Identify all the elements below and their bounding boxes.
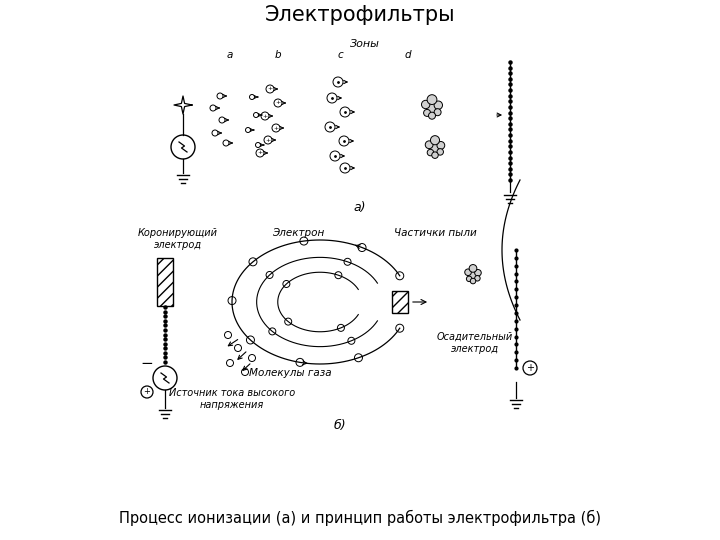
Text: Осадительный
электрод: Осадительный электрод xyxy=(437,332,513,354)
Circle shape xyxy=(474,275,480,281)
Text: Частички пыли: Частички пыли xyxy=(394,228,477,238)
Text: +: + xyxy=(267,86,273,91)
Text: +: + xyxy=(262,113,268,118)
Text: Электрон: Электрон xyxy=(272,228,324,238)
Text: +: + xyxy=(257,151,263,156)
Circle shape xyxy=(474,269,481,276)
Circle shape xyxy=(467,276,472,281)
Text: Электрофильтры: Электрофильтры xyxy=(265,5,455,25)
Circle shape xyxy=(426,103,438,113)
Text: Процесс ионизации (а) и принцип работы электрофильтра (б): Процесс ионизации (а) и принцип работы э… xyxy=(119,510,601,526)
Text: +: + xyxy=(526,363,534,373)
Circle shape xyxy=(434,109,441,116)
Text: −: − xyxy=(140,356,153,372)
Circle shape xyxy=(428,112,436,119)
Circle shape xyxy=(469,265,477,272)
Text: +: + xyxy=(274,125,279,131)
Text: c: c xyxy=(337,50,343,60)
Circle shape xyxy=(421,100,430,109)
Text: Источник тока высокого
напряжения: Источник тока высокого напряжения xyxy=(169,388,295,410)
Text: a: a xyxy=(227,50,233,60)
Text: d: d xyxy=(405,50,411,60)
Text: а): а) xyxy=(354,200,366,213)
Bar xyxy=(392,291,408,313)
Bar xyxy=(157,258,173,306)
Circle shape xyxy=(427,94,437,105)
Circle shape xyxy=(437,148,444,155)
Text: Коронирующий
электрод: Коронирующий электрод xyxy=(138,228,218,249)
Circle shape xyxy=(437,141,445,149)
Text: Молекулы газа: Молекулы газа xyxy=(248,368,331,378)
Circle shape xyxy=(423,110,431,117)
Circle shape xyxy=(464,269,472,275)
Circle shape xyxy=(434,101,443,110)
Text: Зоны: Зоны xyxy=(350,39,380,49)
Circle shape xyxy=(469,271,477,279)
Circle shape xyxy=(470,278,476,284)
Text: +: + xyxy=(266,138,271,143)
Circle shape xyxy=(430,143,440,153)
Text: +: + xyxy=(275,100,281,105)
Circle shape xyxy=(431,136,439,145)
Circle shape xyxy=(426,141,433,148)
Circle shape xyxy=(432,152,438,158)
Circle shape xyxy=(427,149,433,156)
Text: б): б) xyxy=(333,418,346,431)
Text: +: + xyxy=(143,388,150,396)
Text: b: b xyxy=(275,50,282,60)
